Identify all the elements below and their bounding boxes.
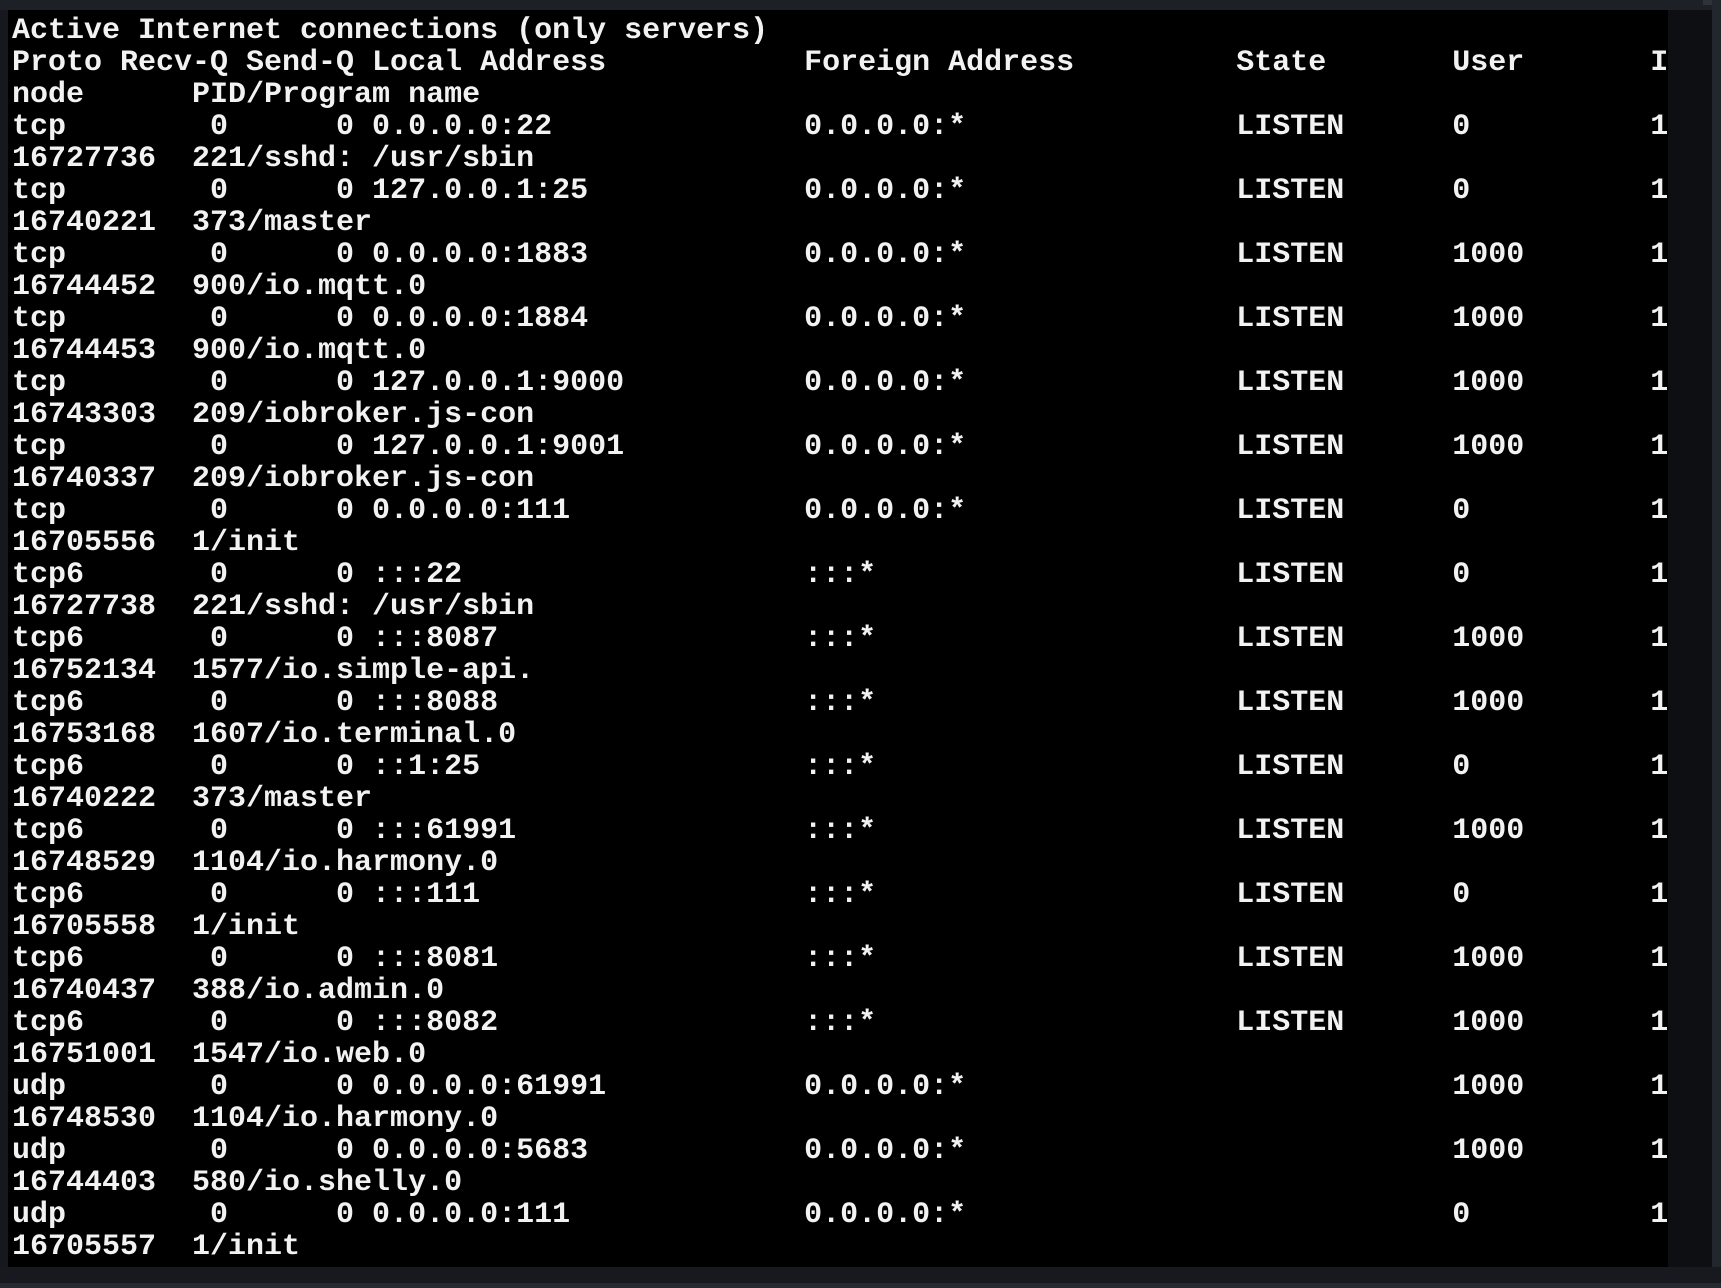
window-bottom-edge [0,1267,1721,1283]
scrollbar-edge-line [1712,0,1721,1288]
terminal-output: Active Internet connections (only server… [12,14,1669,1264]
window-top-edge [0,0,1721,10]
window-corner-notch [1703,0,1714,5]
window-bottom-outer-edge [0,1283,1721,1288]
scrollbar-track[interactable] [1668,10,1712,1267]
terminal-screen[interactable]: Active Internet connections (only server… [8,10,1670,1267]
